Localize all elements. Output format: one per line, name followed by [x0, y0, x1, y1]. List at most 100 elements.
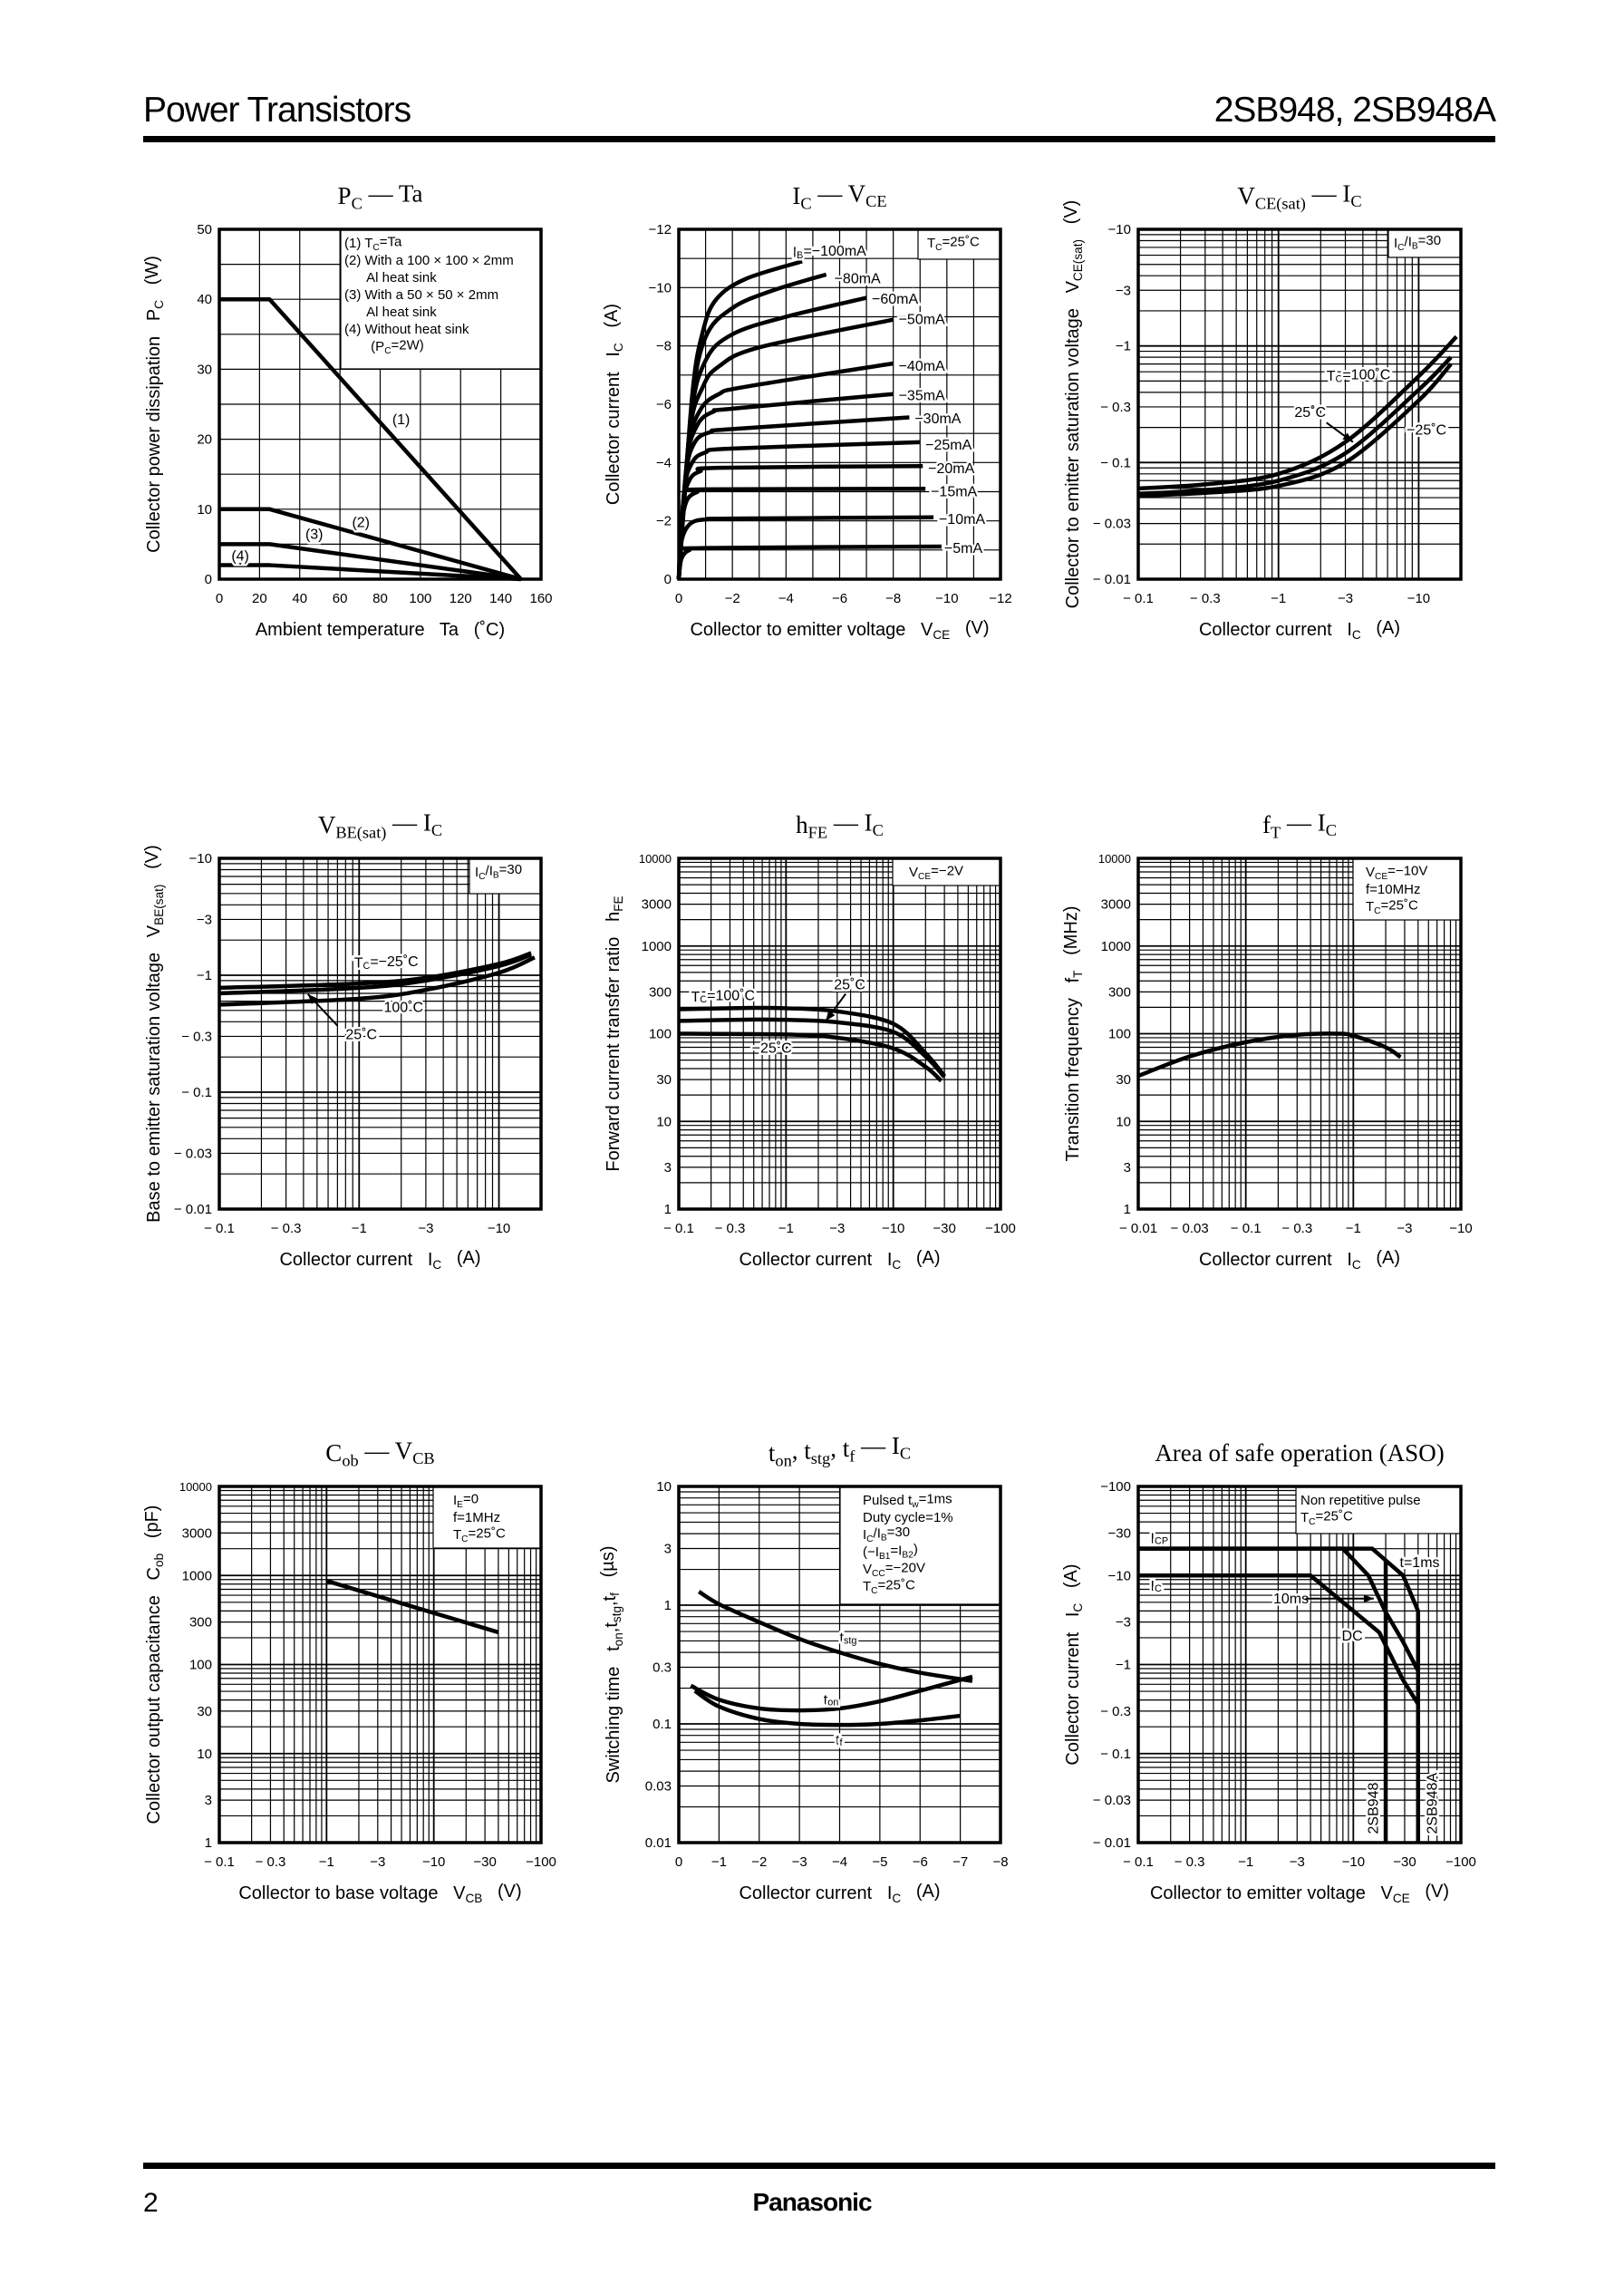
- y-axis-label: Base to emitter saturation voltage VBE(s…: [142, 845, 166, 1223]
- y-tick-label: −3: [1116, 283, 1131, 298]
- y-tick-label: 100: [649, 1026, 672, 1041]
- y-axis-label: Collector current IC (A): [1061, 1563, 1085, 1765]
- y-axis-label: Collector output capacitance Cob (pF): [142, 1505, 166, 1825]
- legend-text: IE=0: [453, 1492, 478, 1511]
- chart-title: PC — Ta: [338, 179, 423, 212]
- x-tick-label: −6: [832, 591, 847, 606]
- series-line: [676, 259, 803, 580]
- chart-title: fT — IC: [1262, 808, 1337, 841]
- series-line: [1137, 1031, 1402, 1079]
- y-tick-label: 0.03: [645, 1778, 672, 1794]
- series-label: tf: [836, 1732, 843, 1748]
- x-tick-label: −1: [352, 1221, 367, 1236]
- y-tick-label: − 0.3: [1100, 1703, 1131, 1718]
- y-tick-label: − 0.01: [174, 1202, 212, 1217]
- x-tick-label: −2: [725, 591, 740, 606]
- legend-text: Al heat sink: [344, 270, 437, 286]
- legend-text: Pulsed tw=1ms: [863, 1492, 952, 1511]
- series-label: t=1ms: [1400, 1554, 1440, 1570]
- y-tick-label: 10: [656, 1114, 672, 1129]
- legend-text: Duty cycle=1%: [863, 1510, 953, 1525]
- y-tick-label: 3000: [182, 1525, 212, 1541]
- series-line: [325, 1579, 499, 1635]
- x-tick-label: −10: [935, 591, 958, 606]
- y-tick-label: 3000: [642, 896, 672, 912]
- series-line: [1138, 1573, 1420, 1706]
- x-tick-label: −6: [913, 1854, 928, 1870]
- series-label: −5mA: [944, 541, 983, 557]
- x-tick-label: 140: [489, 591, 512, 606]
- legend-text: TC=25˚C: [927, 235, 980, 254]
- y-axis-label: Switching time ton,tstg,tf (µs): [598, 1546, 625, 1784]
- y-tick-label: − 0.01: [1093, 572, 1131, 587]
- y-tick-label: 1000: [182, 1568, 212, 1583]
- x-tick-label: −10: [882, 1221, 904, 1236]
- chart-title: Area of safe operation (ASO): [1155, 1439, 1444, 1466]
- legend-text: Al heat sink: [344, 305, 437, 320]
- header-category: Power Transistors: [143, 91, 411, 130]
- y-tick-label: − 0.1: [1100, 1746, 1131, 1761]
- x-tick-label: −1: [1238, 1854, 1253, 1870]
- grid: [679, 858, 1000, 1209]
- x-tick-label: 0: [675, 1854, 682, 1870]
- y-tick-label: 3: [205, 1793, 212, 1808]
- series-label: 2SB948: [1367, 1782, 1382, 1834]
- y-tick-label: 1: [205, 1835, 212, 1851]
- y-tick-label: 10: [1116, 1114, 1131, 1129]
- series-line: [1137, 334, 1458, 491]
- legend-text: (−IB1=IB2): [863, 1542, 918, 1562]
- series-line: [219, 296, 523, 581]
- y-tick-label: 30: [197, 362, 212, 377]
- series-label: −80mA: [835, 271, 881, 286]
- series-label: −10mA: [939, 512, 985, 528]
- y-tick-label: −12: [649, 222, 672, 237]
- y-tick-label: 3000: [1101, 896, 1131, 912]
- chart-2: TC=25˚C IB=−100mA −80mA −60mA −50mA −40mA −35m…: [602, 179, 1012, 642]
- y-tick-label: 1000: [1101, 938, 1131, 953]
- x-tick-label: −7: [952, 1854, 968, 1870]
- plot-frame: [218, 227, 543, 581]
- x-tick-label: −100: [1445, 1854, 1476, 1870]
- series-label: tstg: [840, 1631, 857, 1647]
- y-tick-label: 3: [664, 1541, 672, 1556]
- x-axis-label: Collector to emitter voltage VCE (V): [690, 618, 989, 642]
- x-tick-label: 120: [450, 591, 472, 606]
- series-label: IB=−100mA: [793, 244, 866, 261]
- series-line: [690, 1674, 973, 1713]
- x-tick-label: − 0.3: [1190, 591, 1221, 606]
- y-tick-label: 0.3: [652, 1660, 672, 1675]
- x-tick-label: −3: [1338, 591, 1353, 606]
- y-tick-label: −1: [1116, 338, 1131, 353]
- y-axis-label: Collector power dissipation PC (W): [142, 256, 166, 553]
- y-tick-label: 300: [189, 1614, 212, 1630]
- y-tick-label: −1: [1116, 1657, 1131, 1672]
- series-label: (1): [392, 411, 411, 427]
- plot-frame: [677, 1485, 1002, 1844]
- legend-text: TC=25˚C: [453, 1526, 506, 1545]
- x-tick-label: − 0.1: [1231, 1221, 1262, 1236]
- legend-text: VCE=−2V: [909, 864, 963, 883]
- x-tick-label: −30: [473, 1854, 496, 1870]
- y-tick-label: 300: [649, 984, 672, 1000]
- series-line: [1137, 355, 1453, 497]
- y-tick-label: 1: [1124, 1202, 1131, 1217]
- chart-title: VBE(sat) — IC: [318, 808, 442, 842]
- legend-text: VCC=−20V: [863, 1561, 925, 1580]
- y-tick-label: 40: [197, 292, 212, 307]
- x-tick-label: −5: [872, 1854, 887, 1870]
- x-axis-label: Collector current IC (A): [739, 1882, 940, 1905]
- x-axis-label: Ambient temperature Ta (˚C): [256, 620, 505, 640]
- y-tick-label: 30: [197, 1703, 212, 1718]
- series-label: 2SB948A: [1426, 1773, 1441, 1834]
- chart-title: ton, tstg, tf — IC: [768, 1432, 911, 1469]
- series-label: 100˚C: [383, 1000, 423, 1015]
- x-axis-label: Collector to emitter voltage VCE (V): [1150, 1882, 1449, 1905]
- series-label: TC=−25˚C: [354, 954, 419, 972]
- series-label: (3): [305, 527, 324, 542]
- legend-box: [432, 1486, 542, 1549]
- x-axis-label: Collector current IC (A): [1199, 618, 1400, 642]
